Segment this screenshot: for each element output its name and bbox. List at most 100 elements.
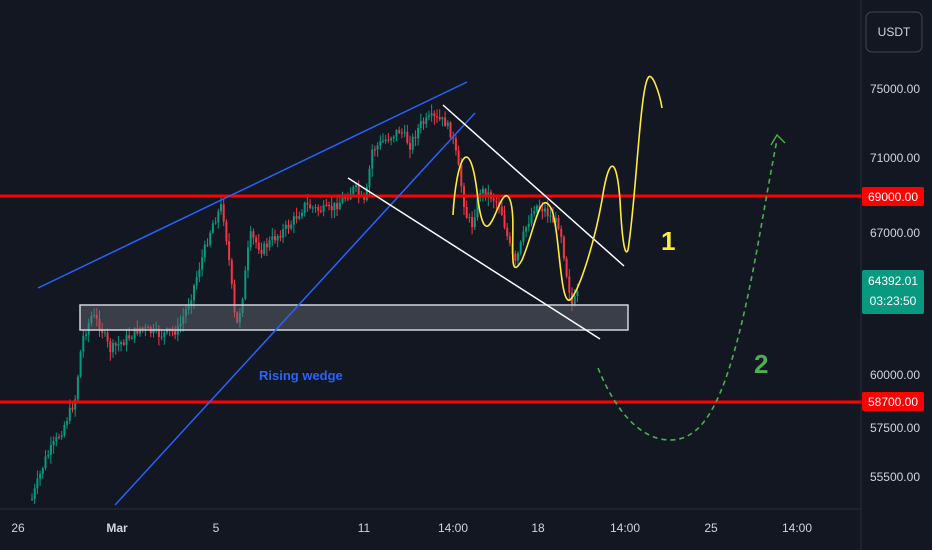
candle-body [384,139,387,142]
candle-body [39,473,42,479]
candle-body [311,207,314,209]
candle-body [541,208,544,212]
candle-body [268,240,271,248]
candle-body [41,468,44,474]
current-price-value: 64392.01 [868,274,918,288]
candle-body [74,399,77,410]
candle-body [257,242,260,250]
candle-body [63,424,66,436]
currency-button[interactable] [865,11,923,53]
candle-body [147,327,150,329]
candle-body [546,208,549,216]
candle-body [144,327,147,329]
candle-body [306,202,309,205]
candle-body [444,117,447,126]
candle-body [508,236,511,244]
candle-body [309,204,312,209]
candle-body [560,228,563,237]
candle-body [233,283,236,313]
y-tick-55500: 55500.00 [870,470,920,484]
candle-body [357,185,360,195]
candle-body [112,343,114,353]
candle-body [141,327,144,329]
scenario-2-arrowhead [770,133,786,146]
candle-body [398,130,401,133]
candle-body [236,312,239,323]
candle-body [55,436,58,442]
candle-body [449,122,452,138]
level-badge-69000-text: 69000.00 [868,190,918,204]
candle-body [87,323,90,335]
candle-body [425,117,428,124]
candle-body [203,244,206,258]
candle-body [47,454,50,457]
rising-wedge-label: Rising wedge [259,368,343,383]
candle-body [344,197,347,199]
candle-body [49,445,52,455]
candle-body [481,188,484,194]
candle-body [66,420,69,425]
candle-body [514,253,517,261]
candle-body [568,276,571,293]
candle-body [460,164,463,187]
y-tick-75000: 75000.00 [870,82,920,96]
candle-body [206,244,209,246]
candle-body [409,142,411,150]
candle-body [122,342,125,345]
candle-body [255,237,258,243]
candle-body [476,197,479,218]
x-tick-mar: Mar [106,521,128,535]
x-tick-11: 11 [358,521,371,535]
candle-body [60,435,63,438]
candle-body [549,215,552,217]
candle-body [76,376,79,400]
candle-body [179,323,182,327]
candle-body [333,203,336,211]
y-tick-71000: 71000.00 [870,151,920,165]
candle-body [538,205,541,209]
candle-body [533,211,536,214]
candle-body [195,277,198,286]
x-tick-26: 26 [11,521,25,535]
candle-body [193,285,195,301]
candle-body [68,407,71,421]
candle-body [517,252,519,261]
candle-body [576,291,579,296]
candle-body [562,236,565,259]
wedge-upper-line [37,81,468,289]
candle-body [33,488,36,499]
candle-body [201,257,204,270]
candle-body [298,216,301,219]
candle-body [417,127,420,139]
candle-body [130,337,133,339]
candle-body [160,336,163,338]
candle-body [214,222,217,224]
candle-body [284,224,287,230]
candle-body [365,186,368,200]
candle-body [392,136,395,139]
candle-body [125,335,128,345]
candle-body [187,306,190,310]
candle-body [295,216,298,219]
x-tick-1400-c: 14:00 [782,521,812,535]
candle-body [352,187,355,194]
candle-body [271,236,274,241]
candle-body [90,316,93,324]
current-price-countdown: 03:23:50 [870,294,917,308]
x-tick-18: 18 [531,521,545,535]
candle-body [136,328,139,334]
candle-body [44,456,47,469]
candle-body [390,138,393,141]
candle-body [133,328,136,338]
candle-body [128,335,131,339]
wedge-lower-line [114,112,476,506]
candle-body [317,207,320,211]
candle-body [58,436,60,438]
current-price-badge [862,270,924,314]
candle-body [276,236,279,241]
candle-body [290,224,293,229]
y-tick-57500: 57500.00 [870,421,920,435]
candle-body [117,343,120,346]
candle-body [346,198,349,200]
